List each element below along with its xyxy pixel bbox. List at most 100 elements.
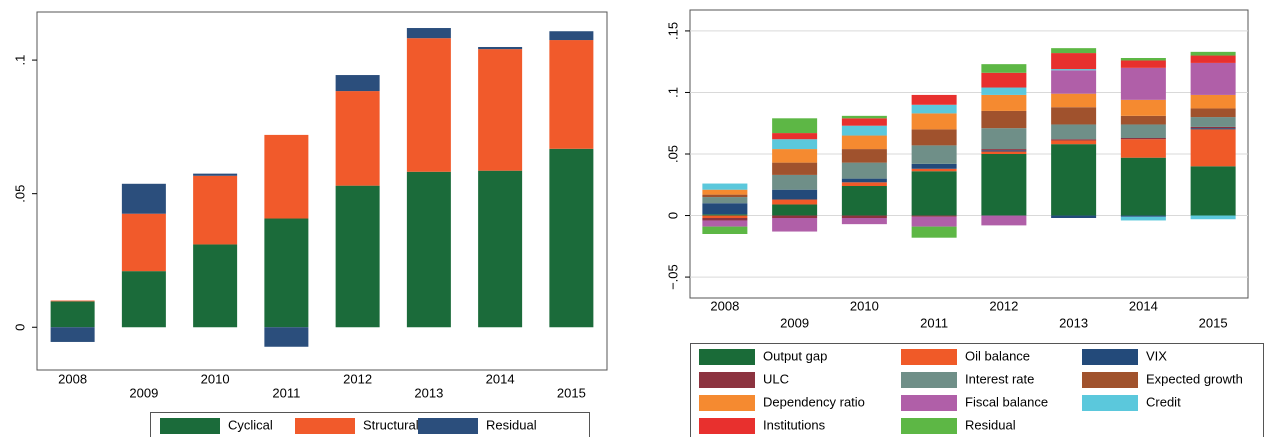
legend-swatch [699,349,755,365]
bar-segment [1120,58,1166,61]
legend-box [150,412,590,437]
legend-label: Institutions [763,417,826,432]
bar-segment [772,218,818,232]
legend-label: ULC [763,371,789,386]
bar-segment [841,162,887,179]
legend-label: Residual [965,417,1016,432]
bar-segment [1190,128,1236,130]
x-tick-label: 2009 [129,385,158,400]
x-tick-label: 2012 [989,298,1018,313]
bar-segment [1190,215,1236,220]
bar-segment [1120,215,1166,217]
bar-segment [911,171,957,216]
x-tick-label: 2011 [272,385,300,400]
bar-segment [911,145,957,164]
bar-segment [772,118,818,134]
bar-segment [841,118,887,126]
bar-segment [772,189,818,200]
bar-segment [911,216,957,227]
legend-label: Fiscal balance [965,394,1048,409]
x-tick-label: 2014 [486,371,515,386]
legend-swatch [901,372,957,388]
bar-segment [981,94,1027,111]
x-tick-label: 2010 [201,371,230,386]
bar-segment [772,174,818,190]
bar-segment [911,94,957,105]
x-tick-label: 2012 [343,371,372,386]
bar-segment [1190,129,1236,167]
bar-segment [702,189,748,195]
bar-segment [549,40,594,149]
legend-swatch [295,418,355,434]
x-tick-label: 2015 [557,385,586,400]
bar-segment [1120,99,1166,116]
bar-segment [981,128,1027,150]
bar-segment [911,163,957,169]
bar-segment [264,327,309,347]
bar-segment [702,203,748,215]
bar-segment [1120,115,1166,125]
legend-swatch [699,395,755,411]
bar-segment [702,220,748,227]
legend-swatch [901,395,957,411]
y-tick-label: −.05 [665,264,680,290]
bar-segment [911,215,957,217]
legend-label: Credit [1146,394,1181,409]
bar-segment [911,113,957,130]
bar-segment [1051,93,1097,108]
bar-segment [1051,215,1097,218]
bar-segment [911,104,957,114]
bar-segment [841,115,887,119]
bar-segment [335,75,380,92]
legend-swatch [1082,372,1138,388]
bar-segment [772,133,818,140]
bar-segment [335,91,380,186]
legend-label: Output gap [763,348,827,363]
bar-segment [121,183,166,214]
bar-segment [702,215,748,218]
bar-segment [911,129,957,146]
bar-segment [1051,69,1097,71]
bar-segment [406,28,451,39]
bar-segment [193,175,238,245]
bar-segment [478,170,523,328]
bar-segment [911,226,957,238]
legend-label: Cyclical [228,417,273,432]
legend-label: Oil balance [965,348,1030,363]
bar-segment [981,150,1027,152]
legend-swatch [160,418,220,434]
x-tick-label: 2013 [414,385,443,400]
bar-segment [772,204,818,216]
bar-segment [981,151,1027,154]
bar-segment [772,162,818,175]
legend-swatch [699,418,755,434]
bar-segment [981,72,1027,88]
legend-swatch [1082,395,1138,411]
y-tick-label: 0 [665,212,680,219]
bar-segment [841,218,887,225]
bar-segment [1051,140,1097,145]
bar-segment [1120,139,1166,158]
bar-segment [1051,124,1097,140]
bar-segment [549,31,594,41]
y-tick-label: .15 [665,22,680,40]
x-tick-label: 2011 [920,315,948,330]
bar-segment [981,154,1027,216]
bar-segment [772,139,818,150]
bar-segment [50,301,95,328]
bar-segment [1120,138,1166,140]
bar-segment [1190,108,1236,118]
bar-segment [193,244,238,328]
bar-segment [1120,60,1166,68]
y-tick-label: .1 [12,55,27,66]
legend-label: Structural [363,417,419,432]
bar-segment [1190,55,1236,63]
bar-segment [772,149,818,163]
bar-segment [50,300,95,302]
bar-segment [841,125,887,136]
bar-segment [1120,157,1166,216]
legend-label: Dependency ratio [763,394,865,409]
bar-segment [1051,144,1097,216]
bar-segment [841,149,887,163]
